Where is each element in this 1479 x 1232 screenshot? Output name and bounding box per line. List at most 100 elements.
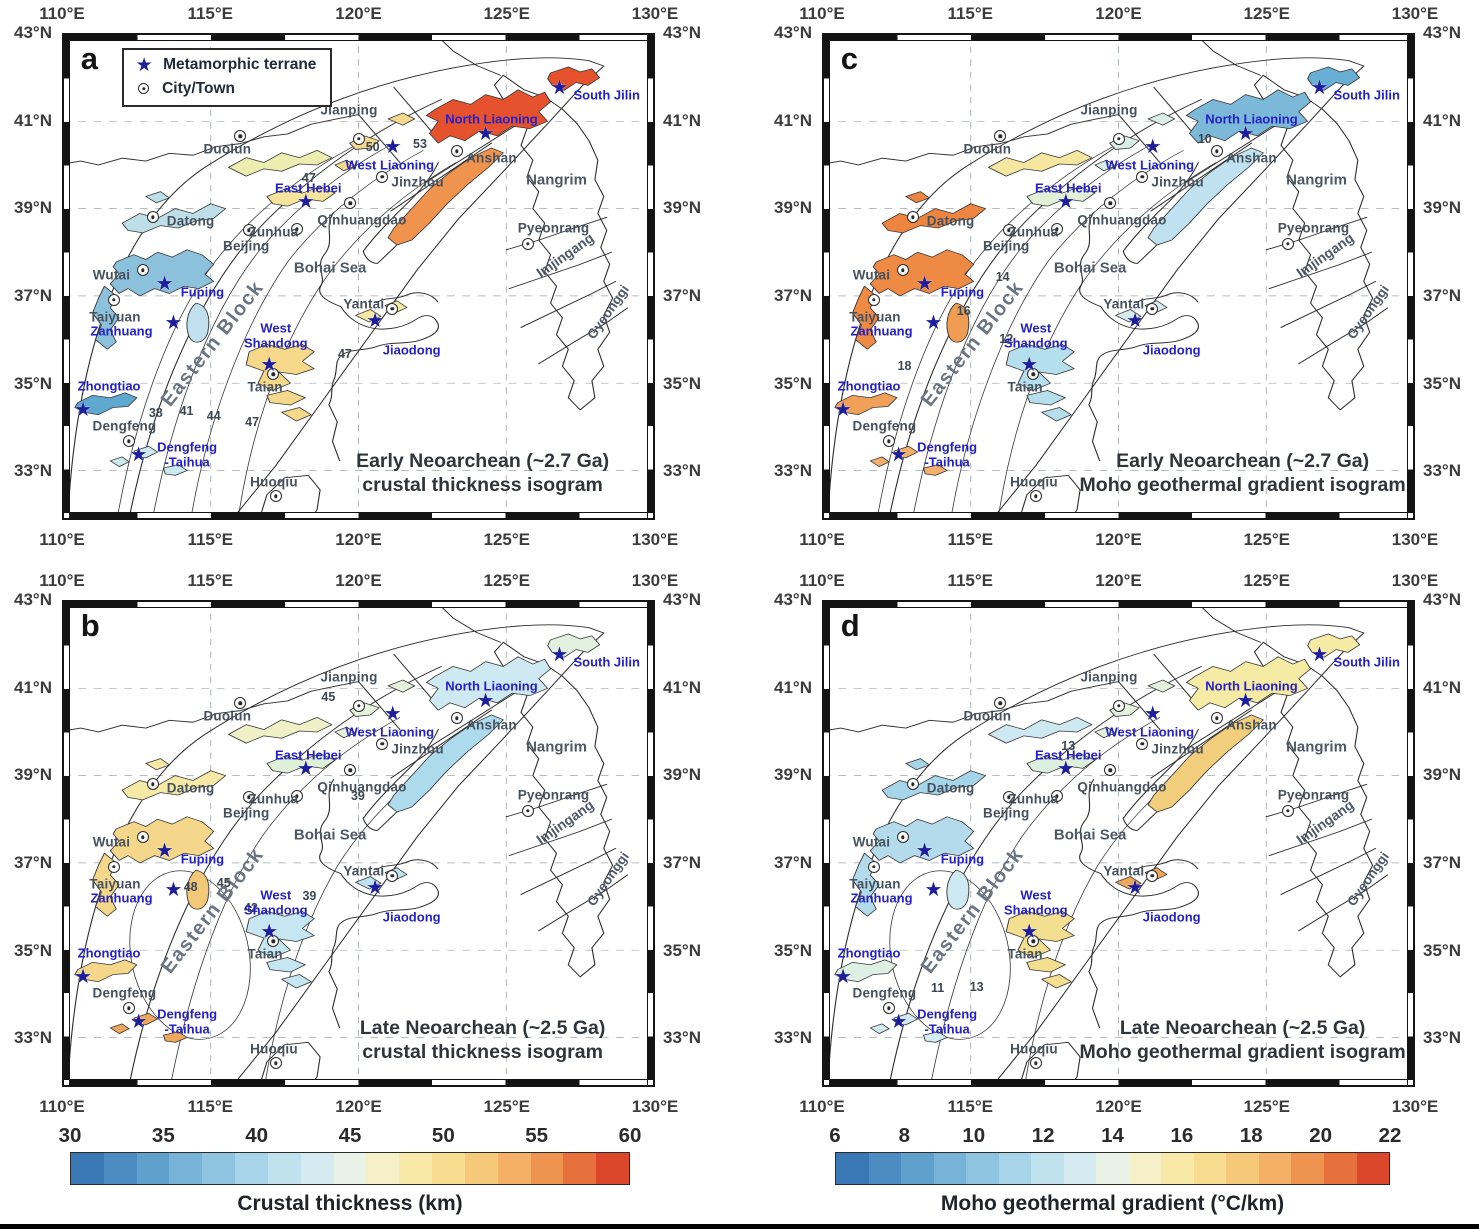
colorbar-ticks: 6 8 10 12 14 16 18 20 22: [829, 1124, 1401, 1152]
longitude-tick-label: 120°E: [335, 1097, 382, 1116]
terrane-label: Zhongtiao: [78, 946, 141, 961]
terrane-label-line: West: [1020, 320, 1052, 336]
city-town-icon: [1029, 1057, 1042, 1070]
terrane-label-line: Zanhuang: [850, 890, 913, 906]
latitude-tick-label: 33°N: [1423, 461, 1461, 481]
colorbar-tick-label: 22: [1378, 1124, 1402, 1147]
map-frame-left: [823, 601, 830, 1086]
colorbar-segment: [836, 1153, 869, 1184]
city-label: Huoqiu: [1010, 1041, 1058, 1057]
region-label: Nangrim: [526, 171, 587, 189]
map-overlay: Nangrim Bohai Sea Eastern Block Imjingang Gy…: [63, 601, 654, 1086]
city-town-icon: [353, 699, 366, 712]
city-label: Wutai: [92, 834, 131, 850]
terrane-label-line: -Taihua: [164, 453, 210, 469]
latitude-axis-right: 43°N 41°N 39°N 37°N 35°N 33°N: [663, 23, 735, 520]
contour-value-label: 39: [302, 888, 317, 903]
longitude-tick-label: 125°E: [483, 530, 531, 549]
colorbar-tick-label: 30: [58, 1124, 82, 1147]
terrane-label-line: Jiaodong: [1142, 909, 1201, 925]
terrane-label: Jiaodong: [383, 343, 441, 358]
terrane-label: Zanhuang: [850, 324, 912, 340]
city-label: Anshan: [466, 717, 517, 733]
colorbar-crustal-thickness: 30 35 40 45 50 55 60 Crustal thickness (km): [59, 1124, 642, 1216]
latitude-tick-label: 43°N: [774, 590, 812, 609]
latitude-axis-right: 43°N 41°N 39°N 37°N 35°N 33°N: [663, 590, 735, 1087]
city-label: Pyeonrang: [1277, 220, 1350, 236]
city-label: Jianping: [320, 669, 378, 685]
panel-b: 110°E 115°E 120°E 125°E 130°E 43°N 41°N 39°N 37…: [0, 567, 739, 1134]
metamorphic-terrane-star-icon: ★: [1126, 876, 1145, 899]
city-label: Taian: [247, 946, 283, 962]
metamorphic-terrane-star-icon: ★: [476, 123, 495, 146]
map-frame-left: [823, 34, 830, 519]
colorbar-segment: [530, 1153, 564, 1184]
terrane-label: Dengfeng -Taihua: [917, 1007, 977, 1036]
city-label: Duolun: [963, 708, 1012, 724]
city-label: Zunhua: [248, 224, 299, 240]
latitude-tick-label: 39°N: [774, 198, 812, 218]
metamorphic-terrane-star-icon: ★: [1020, 920, 1039, 943]
city-town-icon: [896, 264, 909, 277]
city-label: Taian: [247, 379, 283, 395]
contour-value-label: 45: [216, 875, 231, 890]
legend-box: ★ Metamorphic terrane City/Town: [122, 47, 333, 107]
city-town-icon: [521, 238, 534, 250]
terrane-label: North Liaoning: [1205, 112, 1297, 128]
latitude-axis-left: 43°N 41°N 39°N 37°N 35°N 33°N: [760, 23, 816, 520]
map-geometry: [63, 601, 654, 1086]
colorbar-tick-label: 16: [1170, 1124, 1194, 1147]
map-overlay: Nangrim Bohai Sea Eastern Block Imjingang Gy…: [63, 34, 654, 519]
city-town-icon: [234, 130, 247, 143]
latitude-tick-label: 35°N: [1423, 373, 1461, 393]
contour-value-label: 13: [969, 979, 984, 994]
latitude-tick-label: 43°N: [14, 590, 52, 609]
panel-d: 110°E 115°E 120°E 125°E 130°E 43°N 41°N 39°N 37…: [760, 567, 1479, 1134]
metamorphic-terrane-star-icon: ★: [366, 309, 385, 332]
map-panel-d: Nangrim Bohai Sea Eastern Block Imjingang Gy…: [822, 600, 1415, 1087]
city-town-icon: [1027, 368, 1040, 381]
colorbar-segment: [563, 1153, 597, 1184]
region-label: Nangrim: [1286, 171, 1347, 189]
longitude-tick-label: 125°E: [1243, 1097, 1291, 1116]
latitude-tick-label: 37°N: [14, 285, 52, 305]
colorbar-segment: [202, 1153, 236, 1184]
longitude-tick-label: 115°E: [947, 4, 994, 23]
city-label: Zunhua: [248, 791, 299, 807]
terrane-label-line: South Jilin: [573, 654, 640, 670]
colorbar-segment: [1031, 1153, 1064, 1184]
terrane-label-line: Jiaodong: [382, 909, 441, 925]
terrane-label-line: West: [260, 887, 292, 903]
terrane-label-line: West Liaoning: [1105, 724, 1195, 740]
city-label: Pyeonrang: [517, 787, 590, 803]
map-frame-left: [63, 34, 70, 519]
metamorphic-terrane-star-icon: ★: [1143, 136, 1162, 159]
map-frame-top: [823, 601, 1414, 608]
city-town-icon: [269, 490, 282, 503]
latitude-tick-label: 37°N: [1423, 285, 1461, 305]
longitude-tick-label: 115°E: [187, 571, 234, 590]
city-label: Yantai: [343, 296, 385, 312]
longitude-tick-label: 115°E: [187, 4, 234, 23]
region-label: Imjingang: [533, 229, 598, 281]
city-town-icon: [1281, 805, 1294, 817]
terrane-label-line: Zhongtiao: [837, 945, 901, 961]
longitude-tick-label: 125°E: [483, 571, 531, 590]
longitude-tick-label: 120°E: [1095, 1097, 1142, 1116]
city-label: Duolun: [963, 141, 1012, 157]
colorbar-tick-label: 14: [1101, 1124, 1124, 1147]
city-label: Taian: [1007, 946, 1043, 962]
metamorphic-terrane-star-icon: ★: [1143, 703, 1162, 726]
metamorphic-terrane-star-icon: ★: [74, 399, 93, 422]
terrane-label: West Shandong: [1004, 888, 1068, 918]
city-label: Qinhuangdao: [317, 212, 407, 228]
longitude-tick-label: 115°E: [187, 530, 234, 549]
city-town-icon: [1113, 132, 1126, 145]
longitude-axis-top: 110°E 115°E 120°E 125°E 130°E: [799, 4, 1438, 26]
terrane-label: North Liaoning: [445, 112, 537, 128]
latitude-tick-label: 41°N: [14, 677, 52, 697]
colorbar-segment: [933, 1153, 967, 1184]
city-town-icon: [1136, 737, 1149, 750]
longitude-tick-label: 130°E: [1391, 4, 1439, 23]
contour-value-label: 12: [999, 331, 1014, 346]
